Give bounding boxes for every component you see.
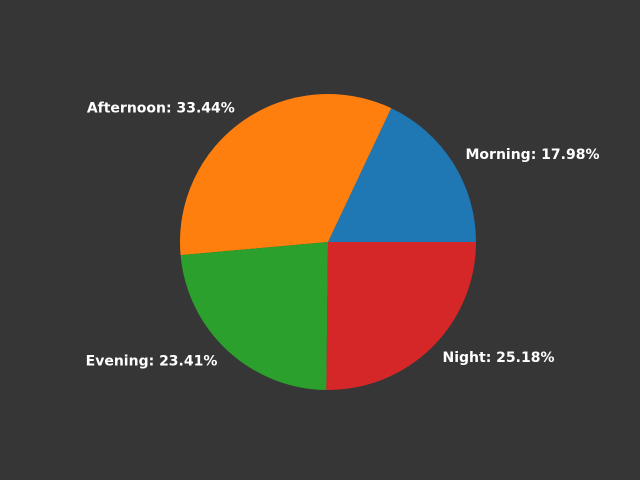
slice-label-night: Night: 25.18% bbox=[443, 350, 555, 366]
pie-slice-night bbox=[326, 242, 476, 390]
pie-slice-evening bbox=[180, 242, 328, 390]
slice-label-afternoon: Afternoon: 33.44% bbox=[87, 101, 235, 117]
pie-slices bbox=[179, 93, 476, 390]
pie-slice-morning bbox=[328, 108, 476, 242]
pie-slice-afternoon bbox=[179, 93, 392, 256]
slice-label-morning: Morning: 17.98% bbox=[466, 147, 600, 163]
slice-labels: Morning: 17.98% Afternoon: 33.44% Evening:… bbox=[86, 101, 600, 370]
slice-label-evening: Evening: 23.41% bbox=[86, 354, 218, 370]
